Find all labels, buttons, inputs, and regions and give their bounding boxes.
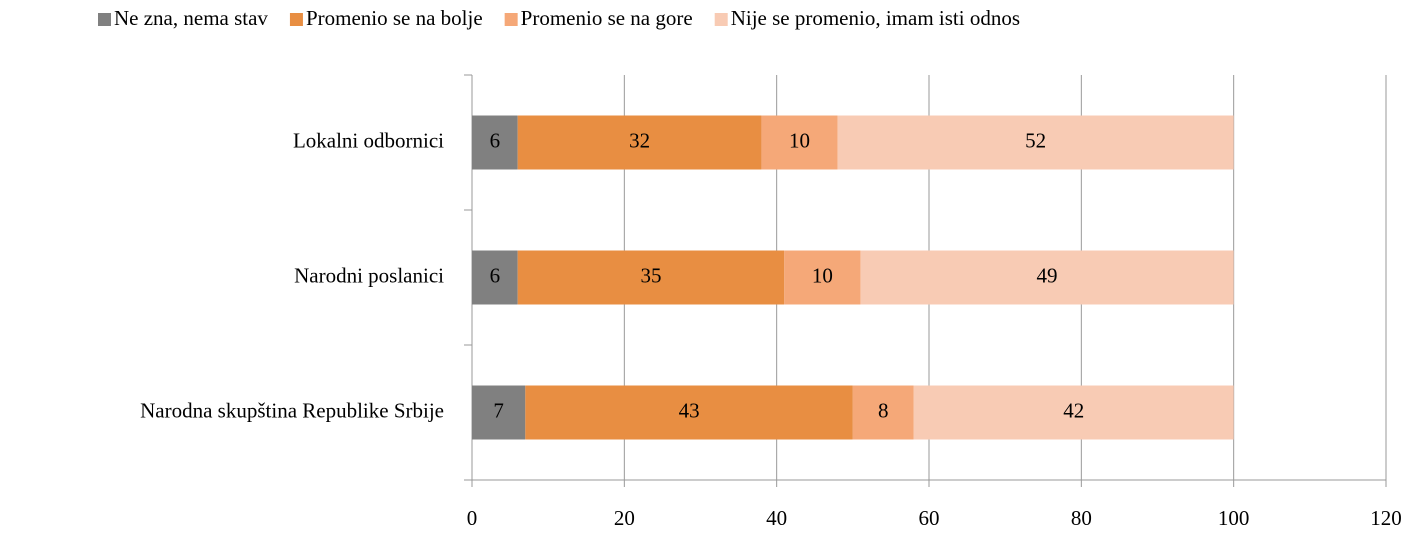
legend-swatch	[714, 13, 728, 26]
legend-swatch	[98, 13, 111, 26]
x-tick-label: 0	[467, 506, 478, 530]
legend-label: Nije se promenio, imam isti odnos	[731, 6, 1020, 30]
legend-label: Ne zna, nema stav	[114, 6, 268, 30]
data-label: 8	[878, 398, 889, 422]
data-label: 10	[812, 263, 833, 287]
bar-segment	[472, 250, 518, 305]
x-tick-label: 40	[766, 506, 787, 530]
y-tick-label: Narodni poslanici	[294, 263, 444, 287]
y-tick-label: Narodna skupština Republike Srbije	[140, 398, 444, 422]
data-label: 10	[789, 128, 810, 152]
x-tick-label: 60	[919, 506, 940, 530]
data-label: 32	[629, 128, 650, 152]
bar-segment	[472, 385, 526, 440]
data-label: 35	[640, 263, 661, 287]
bar-segment	[761, 115, 838, 170]
bar-segment	[517, 250, 785, 305]
bar-segment	[784, 250, 861, 305]
data-label: 49	[1037, 263, 1058, 287]
data-label: 43	[679, 398, 700, 422]
bar-segment	[517, 115, 762, 170]
bar-segment	[525, 385, 853, 440]
data-label: 6	[490, 128, 501, 152]
data-label: 7	[493, 398, 504, 422]
bar-segment	[837, 115, 1234, 170]
bar-segment	[472, 115, 518, 170]
legend-label: Promenio se na gore	[521, 6, 693, 30]
bar-segment	[860, 250, 1234, 305]
x-tick-label: 120	[1370, 506, 1402, 530]
data-label: 6	[490, 263, 501, 287]
data-label: 42	[1063, 398, 1084, 422]
legend-label: Promenio se na bolje	[306, 6, 483, 30]
x-tick-label: 80	[1071, 506, 1092, 530]
x-tick-label: 100	[1218, 506, 1250, 530]
x-tick-label: 20	[614, 506, 635, 530]
bar-segment	[852, 385, 914, 440]
bar-segment	[913, 385, 1234, 440]
data-label: 52	[1025, 128, 1046, 152]
y-tick-label: Lokalni odbornici	[293, 128, 444, 152]
legend-swatch	[504, 13, 518, 26]
legend-swatch	[289, 13, 303, 26]
